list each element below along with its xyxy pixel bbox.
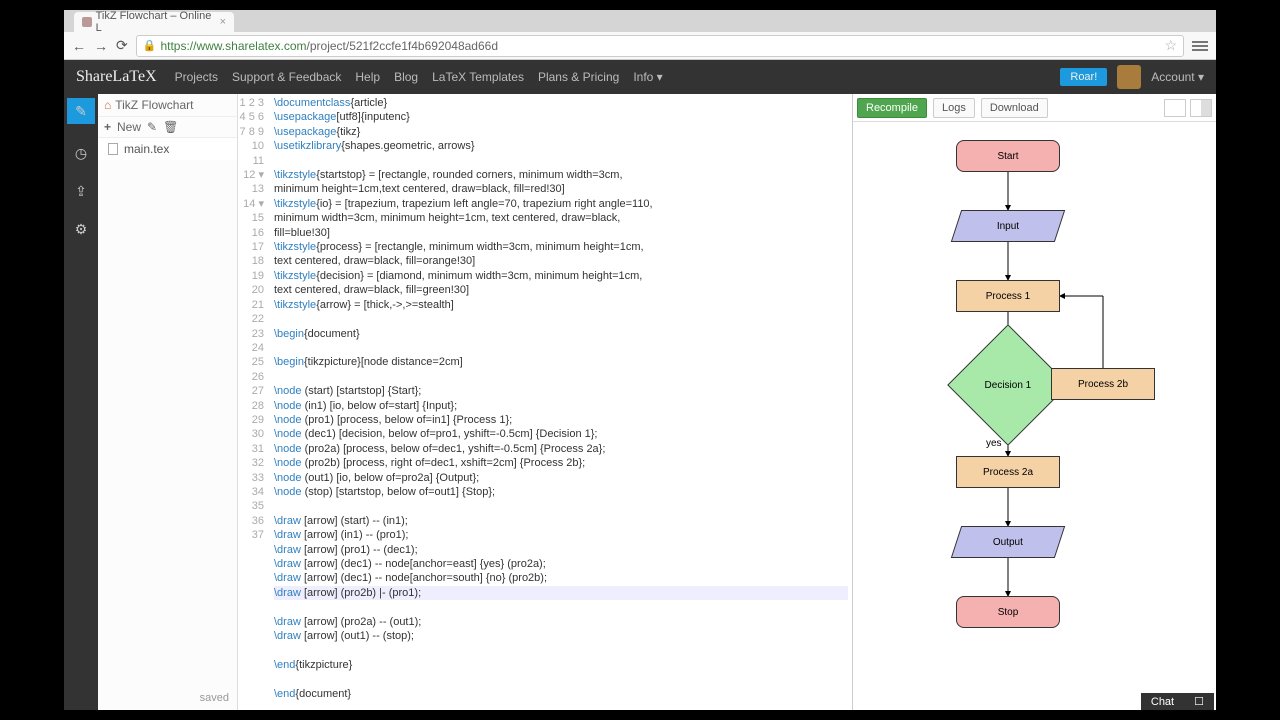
preview-toolbar: Recompile Logs Download [853,94,1216,122]
file-icon [108,143,118,155]
history-icon[interactable]: ◷ [72,144,90,162]
brand-logo[interactable]: ShareLaTeX [76,68,157,86]
nav-blog[interactable]: Blog [394,70,418,84]
chat-expand-icon: ☐ [1194,695,1204,708]
flow-node-pro2b: Process 2b [1051,368,1155,400]
flow-node-output: Output [951,526,1065,558]
recompile-button[interactable]: Recompile [857,98,927,118]
line-gutter: 1 2 3 4 5 6 7 8 9 10 11 12 ▾ 13 14 ▾ 15 … [238,94,270,710]
browser-tab[interactable]: TikZ Flowchart – Online L × [74,12,234,32]
nav-plans[interactable]: Plans & Pricing [538,70,619,84]
flow-node-stop: Stop [956,596,1060,628]
download-button[interactable]: Download [981,98,1048,118]
nav-projects[interactable]: Projects [175,70,218,84]
logs-button[interactable]: Logs [933,98,975,118]
favicon-icon [82,17,92,27]
forward-icon[interactable]: → [94,38,108,54]
reload-icon[interactable]: ⟳ [116,37,128,54]
close-tab-icon[interactable]: × [220,16,226,28]
delete-icon[interactable]: 🗑 [163,120,178,134]
file-tree: ⌂ TikZ Flowchart + New ✎ 🗑 main.tex save… [98,94,238,710]
nav-help[interactable]: Help [355,70,380,84]
flow-node-pro1: Process 1 [956,280,1060,312]
project-name: TikZ Flowchart [115,98,193,112]
nav-links: Projects Support & Feedback Help Blog La… [175,70,663,84]
chat-pill[interactable]: Chat ☐ [1141,693,1214,710]
flow-node-input: Input [951,210,1065,242]
code-editor[interactable]: 1 2 3 4 5 6 7 8 9 10 11 12 ▾ 13 14 ▾ 15 … [238,94,853,710]
back-icon[interactable]: ← [72,38,86,54]
browser-toolbar: ← → ⟳ 🔒 https://www.sharelatex.com/proje… [64,32,1216,60]
nav-support[interactable]: Support & Feedback [232,70,341,84]
tab-title: TikZ Flowchart – Online L [96,10,216,34]
code-content[interactable]: \documentclass{article} \usepackage[utf8… [270,94,852,710]
svg-text:yes: yes [986,438,1002,449]
preview-pane: Recompile Logs Download yesno StartInput… [853,94,1216,710]
home-icon[interactable]: ⌂ [104,98,111,112]
layout-split-icon[interactable] [1190,99,1212,117]
browser-tabbar: TikZ Flowchart – Online L × [64,10,1216,32]
file-name: main.tex [124,142,169,156]
hamburger-icon[interactable] [1192,41,1208,51]
flow-node-pro2a: Process 2a [956,456,1060,488]
flow-node-start: Start [956,140,1060,172]
bookmark-star-icon[interactable]: ☆ [1164,37,1177,54]
file-item[interactable]: main.tex [98,138,237,160]
rename-icon[interactable]: ✎ [147,120,157,134]
layout-single-icon[interactable] [1164,99,1186,117]
avatar[interactable] [1117,65,1141,89]
account-menu[interactable]: Account ▾ [1151,70,1204,84]
lock-icon: 🔒 [143,39,157,52]
new-label[interactable]: New [117,120,141,134]
app-navbar: ShareLaTeX Projects Support & Feedback H… [64,60,1216,94]
share-icon[interactable]: ⇪ [72,182,90,200]
edit-icon[interactable]: ✎ [67,98,95,124]
nav-info[interactable]: Info ▾ [633,70,662,84]
left-icon-rail: ✎ ◷ ⇪ ⚙ [64,94,98,710]
preview-canvas: yesno StartInputProcess 1Decision 1Proce… [853,122,1216,710]
url-input[interactable]: 🔒 https://www.sharelatex.com/project/521… [136,35,1184,57]
plus-icon[interactable]: + [104,120,111,134]
gear-icon[interactable]: ⚙ [72,220,90,238]
saved-status: saved [200,692,229,704]
roar-button[interactable]: Roar! [1060,68,1107,86]
nav-templates[interactable]: LaTeX Templates [432,70,524,84]
